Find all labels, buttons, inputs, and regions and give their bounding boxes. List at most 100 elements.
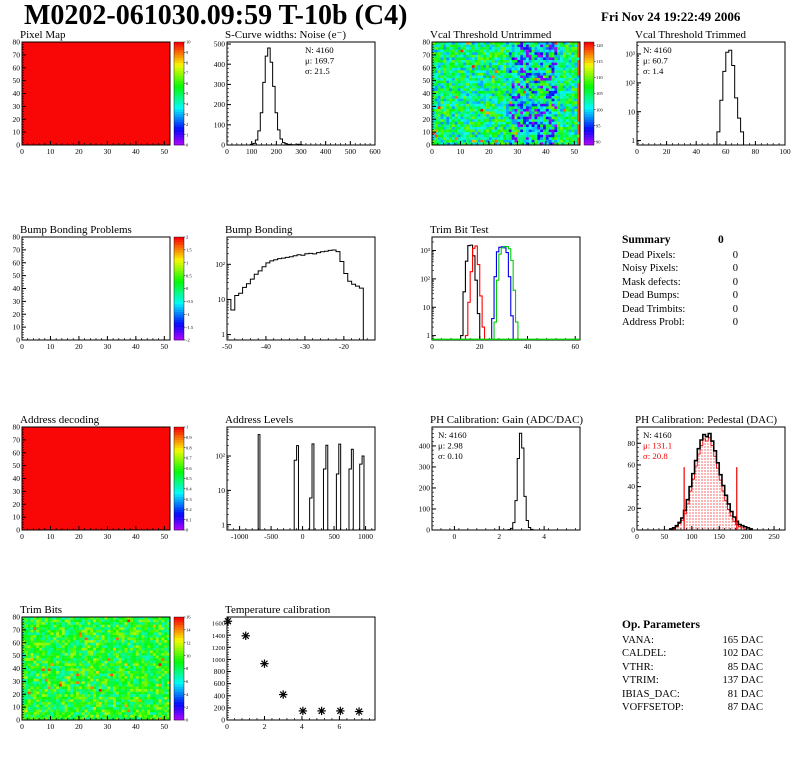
row-value: 85 DAC [727,661,763,673]
svg-text:80: 80 [423,38,431,47]
svg-text:30: 30 [514,147,522,156]
svg-text:-2: -2 [186,338,190,343]
svg-text:20: 20 [628,504,636,513]
svg-text:0: 0 [16,526,20,535]
plot-bump-bonding: -50 -40 -30 -20 1 10 10² Bump Bonding [207,223,412,358]
row-label: CALDEL: [622,648,667,660]
svg-text:10: 10 [218,486,226,495]
svg-text:N: 4160: N: 4160 [438,430,467,440]
svg-text:400: 400 [214,60,226,69]
svg-text:100: 100 [246,147,257,156]
svg-text:20: 20 [13,500,21,509]
op-parameters-block: Op. Parameters VANA: 165 DAC CALDEL: 102 DA… [622,619,763,715]
op-parameter-row: VTHR: 85 DAC [622,662,763,675]
svg-text:-30: -30 [300,342,310,351]
plot-canvas-vcal-untrimmed: 90 95 100 105 110 115 120 0 10 20 30 40 50 0 10 20 30 40 5… [423,29,604,156]
svg-text:1: 1 [186,132,188,137]
svg-text:0: 0 [20,532,24,541]
svg-text:10: 10 [218,295,226,304]
svg-text:70: 70 [13,435,21,444]
svg-text:30: 30 [423,102,431,111]
svg-text:10: 10 [13,128,21,137]
svg-text:1.5: 1.5 [186,248,192,253]
svg-text:30: 30 [104,147,112,156]
row-value: 0 [732,290,738,302]
svg-text:Address Levels: Address Levels [225,414,293,426]
svg-text:10²: 10² [625,78,636,87]
svg-text:40: 40 [524,342,532,351]
svg-text:115: 115 [596,59,603,64]
svg-text:Vcal Threshold Trimmed: Vcal Threshold Trimmed [635,29,747,41]
svg-text:-0.5: -0.5 [186,299,194,304]
svg-text:40: 40 [423,89,431,98]
svg-text:10²: 10² [420,274,431,283]
svg-text:500: 500 [328,532,340,541]
svg-text:10²: 10² [215,260,226,269]
svg-text:50: 50 [161,147,169,156]
svg-text:-1.5: -1.5 [186,325,194,330]
svg-text:1: 1 [426,331,430,340]
svg-text:30: 30 [104,342,112,351]
row-value: 0 [732,263,738,275]
svg-text:0: 0 [301,532,305,541]
svg-text:6: 6 [186,81,189,86]
svg-text:-1: -1 [186,312,190,317]
svg-text:400: 400 [419,442,431,451]
svg-text:-40: -40 [261,342,271,351]
svg-text:0: 0 [16,336,20,345]
op-parameters-header: Op. Parameters [622,619,763,635]
svg-text:20: 20 [423,115,431,124]
svg-text:200: 200 [741,532,753,541]
svg-text:50: 50 [13,461,21,470]
summary-row: Dead Bumps: 0 [622,290,738,303]
op-parameter-row: VTRIM: 137 DAC [622,675,763,688]
summary-row: Mask defects: 0 [622,277,738,290]
svg-text:30: 30 [13,297,21,306]
svg-text:σ: 0.10: σ: 0.10 [438,451,463,461]
svg-text:0: 0 [430,147,434,156]
svg-text:0: 0 [430,342,434,351]
svg-text:60: 60 [423,63,431,72]
svg-text:1: 1 [186,425,188,430]
row-value: 137 DAC [722,675,763,687]
svg-text:Pixel Map: Pixel Map [20,29,66,41]
svg-text:10: 10 [457,147,465,156]
svg-text:7: 7 [186,71,189,76]
op-parameter-row: CALDEL: 102 DAC [622,648,763,661]
svg-text:0.1: 0.1 [186,517,192,522]
svg-text:40: 40 [132,532,140,541]
svg-text:50: 50 [13,76,21,85]
row-label: Dead Pixels: [622,250,676,261]
svg-text:0: 0 [635,147,639,156]
row-value: 0 [732,276,738,288]
svg-text:300: 300 [295,147,307,156]
op-parameter-row: VOFFSETOP: 87 DAC [622,702,763,715]
summary-header: Summary 0 [622,234,738,250]
svg-text:10²: 10² [215,452,226,461]
svg-text:300: 300 [214,80,226,89]
svg-text:-1000: -1000 [231,532,249,541]
svg-text:1: 1 [631,136,635,145]
svg-text:10: 10 [47,147,55,156]
svg-text:80: 80 [13,233,21,242]
svg-text:20: 20 [13,310,21,319]
svg-text:10³: 10³ [625,50,636,59]
svg-text:5: 5 [186,91,189,96]
svg-text:50: 50 [423,76,431,85]
row-value: 165 DAC [722,635,763,646]
svg-text:20: 20 [75,147,83,156]
svg-text:0: 0 [16,141,20,150]
svg-text:0: 0 [453,532,457,541]
svg-text:60: 60 [571,342,579,351]
svg-text:50: 50 [571,147,579,156]
svg-text:0: 0 [635,532,639,541]
op-parameter-row: VANA: 165 DAC [622,635,763,648]
svg-text:Address decoding: Address decoding [20,414,100,426]
plot-canvas-address-decoding: 00.10.20.30.40.50.60.70.80.910 10 20 30 40 50… [13,414,193,541]
plot-canvas-scurve-noise: 0 100 200 300 400 500 600 0 100 200 300 400 500 N: 41… [214,29,381,156]
svg-text:σ: 1.4: σ: 1.4 [643,66,664,76]
svg-text:100: 100 [686,532,698,541]
